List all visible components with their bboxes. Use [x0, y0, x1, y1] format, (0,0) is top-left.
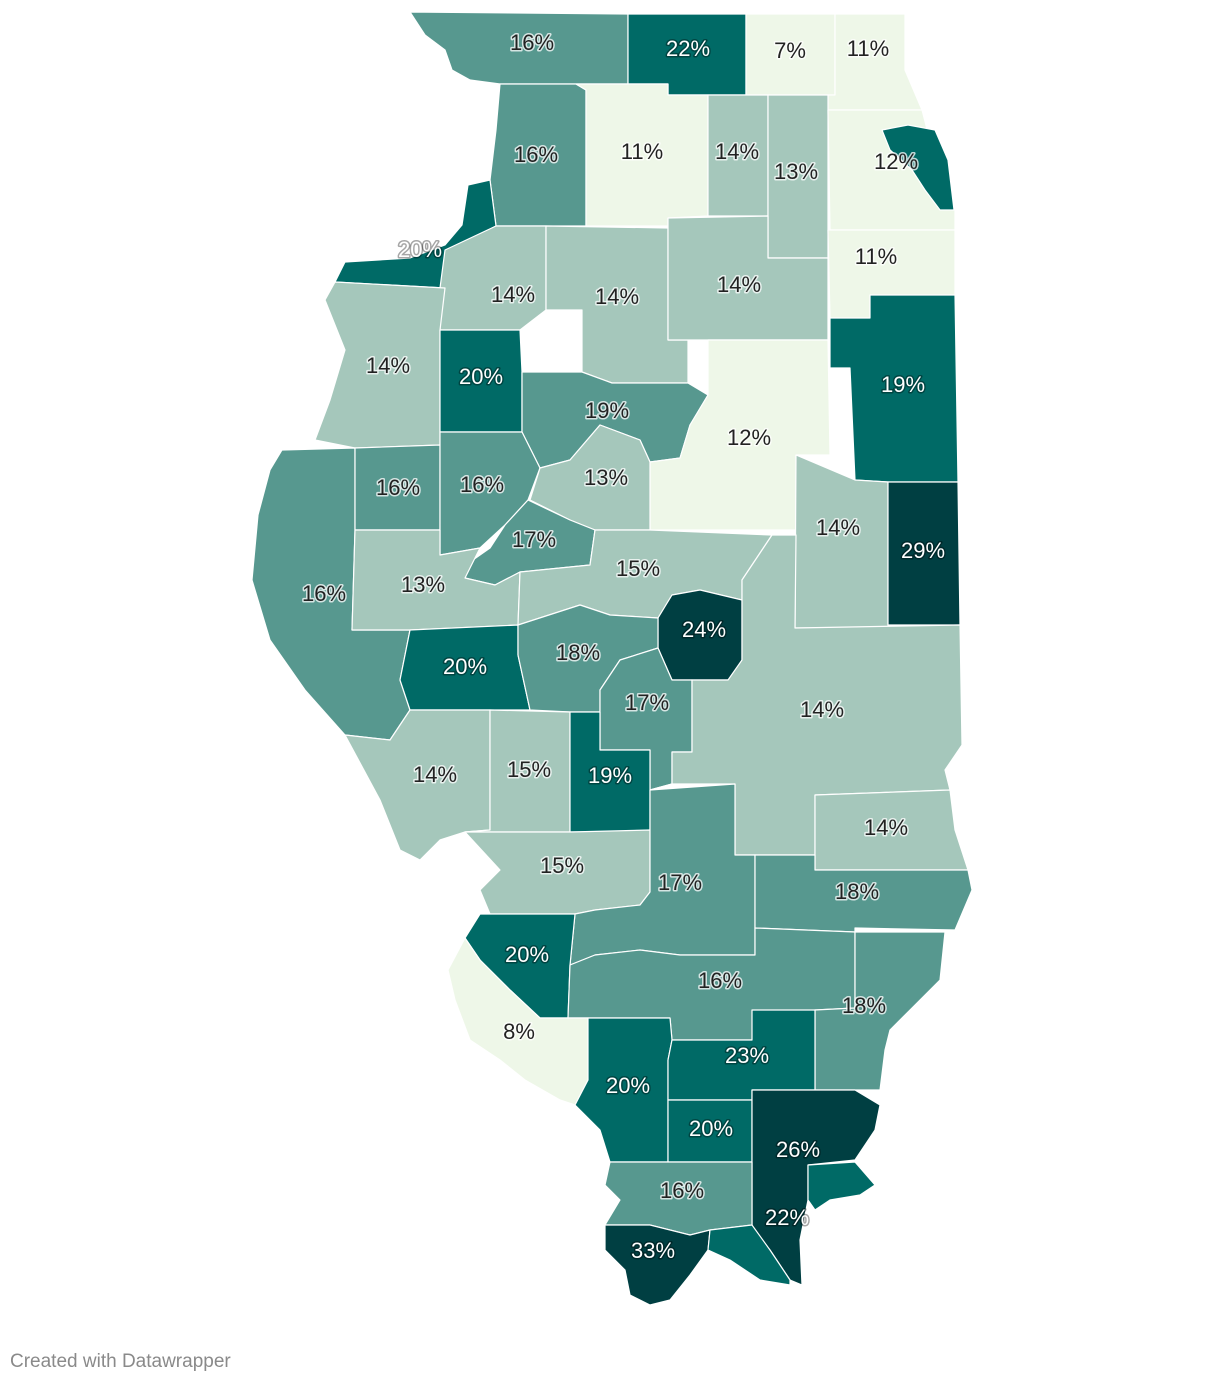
region-label-hardin: 26%	[776, 1137, 820, 1162]
region-label-adams: 16%	[302, 581, 346, 606]
region-schuyler[interactable]	[351, 529, 521, 631]
region-label-macon: 24%	[682, 617, 726, 642]
region-label-whiteside: 20%	[398, 237, 442, 262]
region-monroe[interactable]	[447, 937, 589, 1106]
region-label-ford: 14%	[816, 515, 860, 540]
region-label-will: 11%	[855, 244, 897, 269]
region-label-woodford: 13%	[584, 465, 628, 490]
region-label-st-clair: 20%	[505, 942, 549, 967]
region-alexander[interactable]	[604, 1224, 711, 1306]
region-label-morgan: 20%	[443, 654, 487, 679]
region-label-cook: 12%	[874, 149, 918, 174]
region-label-livingston: 12%	[727, 425, 771, 450]
region-label-iroquois: 19%	[881, 372, 925, 397]
region-label-bureau: 14%	[595, 284, 639, 309]
region-label-fulton: 16%	[460, 472, 504, 497]
region-label-jackson: 20%	[606, 1073, 650, 1098]
region-label-knox: 20%	[459, 364, 503, 389]
region-label-ogle: 11%	[621, 139, 663, 164]
region-label-pope: 22%	[765, 1205, 809, 1230]
region-mercer[interactable]	[314, 281, 446, 449]
region-label-christian: 17%	[625, 690, 669, 715]
region-label-stephenson: 22%	[666, 36, 710, 61]
region-label-lawrence: 14%	[864, 815, 908, 840]
region-label-marion: 17%	[658, 870, 702, 895]
region-label-tazewell: 17%	[512, 527, 556, 552]
region-label-carroll: 16%	[514, 142, 558, 167]
region-label-winnebago-boone: 7%	[774, 38, 806, 63]
region-value-labels: 16% 22% 7% 11% 16% 11% 14% 13% 12% 20% 11% 14% 14% 14…	[300, 28, 946, 1264]
region-label-kane: 13%	[774, 159, 818, 184]
region-label-vermilion: 29%	[901, 538, 945, 563]
region-label-montgomery: 19%	[588, 763, 632, 788]
region-label-mercer: 14%	[366, 353, 410, 378]
region-mchenry-lake[interactable]	[827, 13, 923, 111]
region-label-henry: 14%	[491, 282, 535, 307]
region-label-dekalb: 14%	[715, 139, 759, 164]
region-label-jo-daviess: 16%	[510, 30, 554, 55]
region-pulaski[interactable]	[707, 1224, 791, 1286]
region-white[interactable]	[814, 931, 946, 1091]
region-label-alexander: 33%	[631, 1238, 675, 1263]
region-label-union: 16%	[660, 1178, 704, 1203]
region-label-mchenry-lake: 11%	[847, 36, 889, 61]
region-label-logan: 15%	[616, 556, 660, 581]
county-regions	[251, 11, 973, 1306]
region-pope[interactable]	[807, 1161, 876, 1211]
region-label-pike: 14%	[413, 762, 457, 787]
region-label-williamson: 20%	[689, 1116, 733, 1141]
region-label-wabash: 18%	[835, 879, 879, 904]
region-label-monroe: 8%	[503, 1019, 535, 1044]
region-ford[interactable]	[794, 454, 889, 629]
region-label-coles: 14%	[800, 697, 844, 722]
region-label-mcdonough: 16%	[376, 475, 420, 500]
region-label-madison: 15%	[540, 853, 584, 878]
region-chicago[interactable]	[881, 124, 955, 211]
region-label-lasalle: 14%	[717, 272, 761, 297]
region-label-saline: 23%	[725, 1043, 769, 1068]
region-label-white: 18%	[842, 993, 886, 1018]
region-label-greene: 15%	[507, 757, 551, 782]
datawrapper-credit: Created with Datawrapper	[10, 1351, 231, 1372]
region-label-peoria: 19%	[585, 398, 629, 423]
region-label-jefferson: 16%	[698, 968, 742, 993]
region-label-sangamon: 18%	[556, 640, 600, 665]
region-label-schuyler: 13%	[401, 572, 445, 597]
